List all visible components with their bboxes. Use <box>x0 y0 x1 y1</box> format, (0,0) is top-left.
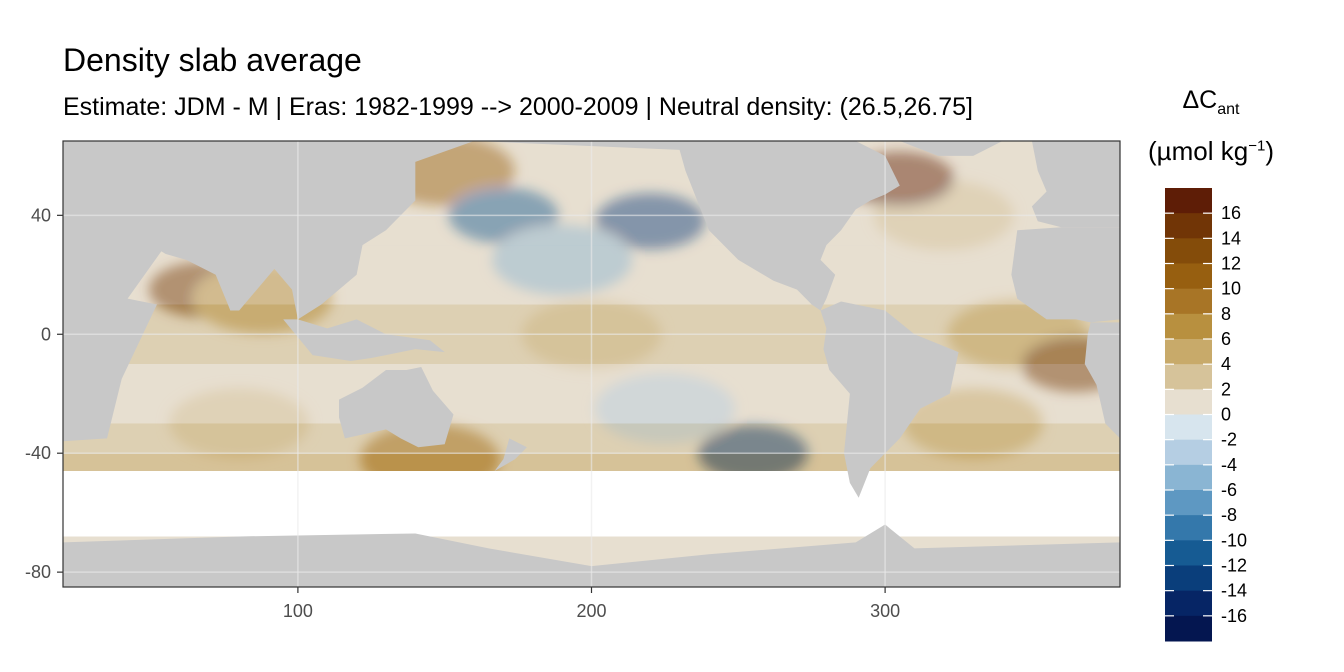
legend-label: 16 <box>1221 203 1241 223</box>
legend-label: -16 <box>1221 606 1247 626</box>
legend-swatch <box>1165 389 1212 415</box>
legend-swatch <box>1165 515 1212 541</box>
legend-label: -6 <box>1221 480 1237 500</box>
legend-label: -14 <box>1221 581 1247 601</box>
legend-label: -4 <box>1221 455 1237 475</box>
legend-label: 0 <box>1221 405 1231 425</box>
legend-swatch <box>1165 565 1212 592</box>
land-europe-west <box>1031 141 1120 228</box>
legend-swatch <box>1165 263 1212 290</box>
legend-label: -12 <box>1221 556 1247 576</box>
legend-swatch <box>1165 590 1212 617</box>
legend-label: 14 <box>1221 228 1241 248</box>
legend-swatch <box>1165 540 1212 566</box>
legend-swatch <box>1165 439 1212 466</box>
legend-label: -8 <box>1221 505 1237 525</box>
legend-title: ΔCant <box>1150 86 1272 119</box>
legend-colorbar: 16 14 12 10 8 6 4 2 0 -2 -4 -6 -8 -10 -12 -14 -16 <box>1165 188 1247 642</box>
y-tick-label: 0 <box>41 324 51 344</box>
legend-swatch <box>1165 238 1212 264</box>
y-tick-label: 40 <box>31 205 51 225</box>
legend-label: -10 <box>1221 530 1247 550</box>
legend-unit-main: (µmol kg <box>1148 136 1249 166</box>
legend-swatch <box>1165 364 1212 390</box>
legend-swatch <box>1165 414 1212 441</box>
legend-label: -2 <box>1221 430 1237 450</box>
chart-title: Density slab average <box>63 42 362 78</box>
legend-swatch <box>1165 339 1212 365</box>
map-panel <box>63 141 1120 587</box>
legend-swatch <box>1165 288 1212 315</box>
land-australia <box>338 366 454 448</box>
legend-label: 10 <box>1221 279 1241 299</box>
legend-label: 6 <box>1221 329 1231 349</box>
land-greenland <box>899 141 1003 156</box>
x-tick-label: 300 <box>870 601 900 621</box>
legend-unit-close: ) <box>1265 136 1274 166</box>
x-tick-label: 100 <box>283 601 313 621</box>
land-north-america <box>474 141 900 311</box>
gridlines <box>63 141 1120 587</box>
legend-swatch <box>1165 188 1212 214</box>
legend-label: 12 <box>1221 254 1241 274</box>
y-tick-label: -80 <box>25 562 51 582</box>
legend-title-subscript: ant <box>1217 101 1240 118</box>
y-tick-label: -40 <box>25 443 51 463</box>
legend-unit-superscript: −1 <box>1248 137 1266 155</box>
legend-unit: (µmol kg−1) <box>1140 136 1282 167</box>
land-south-america <box>820 301 959 498</box>
land-india <box>203 256 263 311</box>
legend-swatch <box>1165 213 1212 239</box>
legend-swatch <box>1165 490 1212 516</box>
chart-subtitle: Estimate: JDM - M | Eras: 1982-1999 --> … <box>63 93 973 121</box>
land-africa-east <box>1084 322 1120 439</box>
legend-title-main: ΔC <box>1182 86 1218 114</box>
legend-label: 4 <box>1221 354 1231 374</box>
land-west-africa <box>1011 227 1120 323</box>
legend-label: 2 <box>1221 379 1231 399</box>
legend-swatch <box>1165 615 1212 642</box>
land-maritime-se-asia <box>283 319 445 362</box>
legend-label: 8 <box>1221 304 1231 324</box>
land-new-zealand <box>494 438 527 472</box>
legend-swatch <box>1165 313 1212 340</box>
x-tick-label: 200 <box>576 601 606 621</box>
legend-swatch <box>1165 464 1212 491</box>
y-axis: 40 0 -40 -80 <box>25 205 63 582</box>
x-axis: 100 200 300 <box>283 587 900 621</box>
